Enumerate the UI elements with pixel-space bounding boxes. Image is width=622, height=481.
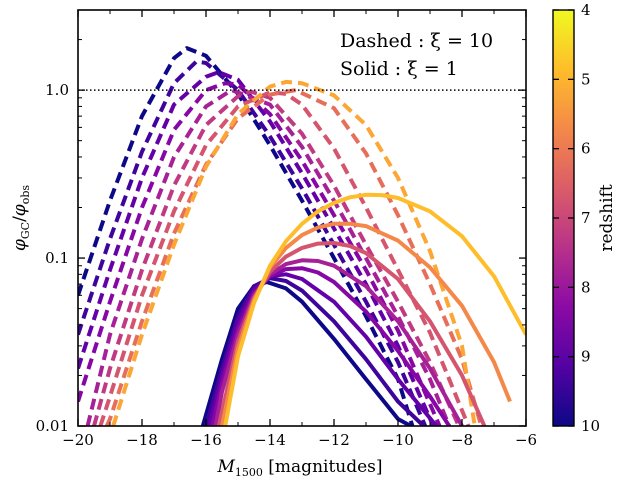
annotation-dashed: Dashed : ξ = 10 bbox=[340, 30, 493, 52]
x-tick-label: −8 bbox=[451, 431, 473, 449]
y-axis-title: φGC/φobs bbox=[10, 185, 32, 251]
x-axis-title: M1500 [magnitudes] bbox=[216, 457, 382, 479]
colorbar-label: redshift bbox=[597, 184, 617, 251]
series-dashed-z8.5 bbox=[78, 81, 442, 426]
annotation-solid: Solid : ξ = 1 bbox=[340, 58, 458, 80]
series-dashed-z6.5 bbox=[104, 88, 484, 426]
x-tick-label: −14 bbox=[254, 431, 286, 449]
colorbar-tick-label: 6 bbox=[581, 140, 591, 158]
x-tick-label: −16 bbox=[190, 431, 222, 449]
series-solid-z8.5 bbox=[210, 266, 451, 426]
y-tick-label: 0.01 bbox=[36, 417, 69, 435]
x-tick-label: −18 bbox=[126, 431, 158, 449]
series-dashed-z9.5 bbox=[78, 59, 428, 426]
series-dashed-z5.5 bbox=[111, 79, 477, 426]
colorbar-tick-label: 7 bbox=[581, 209, 591, 227]
plot-curves bbox=[78, 46, 526, 426]
series-solid-z9 bbox=[207, 272, 438, 426]
colorbar-tick-label: 9 bbox=[581, 348, 591, 366]
x-tick-label: −12 bbox=[318, 431, 350, 449]
series-dashed-z8 bbox=[85, 88, 452, 426]
series-dashed-z7.5 bbox=[92, 89, 461, 426]
x-tick-label: −20 bbox=[62, 431, 94, 449]
colorbar-tick-label: 8 bbox=[581, 278, 591, 296]
series-solid-z8 bbox=[213, 258, 464, 426]
series-solid-z5 bbox=[223, 192, 526, 426]
y-tick-label: 0.1 bbox=[45, 249, 69, 267]
y-tick-label: 1.0 bbox=[45, 81, 69, 99]
plot-frame bbox=[77, 9, 527, 427]
colorbar-tick-label: 5 bbox=[581, 70, 591, 88]
x-tick-label: −6 bbox=[515, 431, 537, 449]
axis-ticks: −20 −18 −16 −14 −12 −10 −8 −6 0.01 0.1 1.0 bbox=[36, 9, 537, 449]
colorbar-ticks: 4 5 6 7 8 9 10 bbox=[553, 1, 600, 435]
colorbar-tick-label: 10 bbox=[581, 417, 600, 435]
series-solid-z10 bbox=[200, 280, 412, 426]
colorbar-tick-label: 4 bbox=[581, 1, 591, 19]
x-tick-label: −10 bbox=[382, 431, 414, 449]
